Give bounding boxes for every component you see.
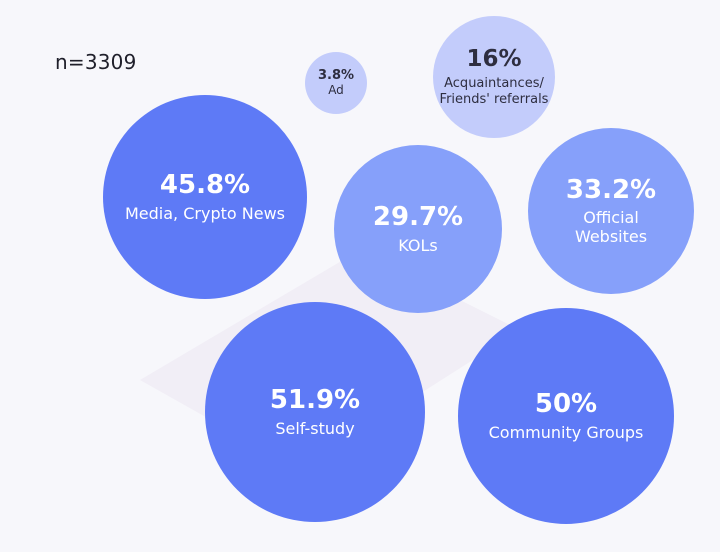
bubble-value: 16% (466, 45, 522, 72)
bubble-label: Community Groups (488, 422, 644, 442)
bubble-value: 29.7% (372, 202, 464, 233)
bubble-label: Self-study (275, 418, 355, 438)
bubble-value: 51.9% (269, 385, 361, 416)
bubble-ad: 3.8% Ad (305, 52, 367, 114)
bubble-official-websites: 33.2% Official Websites (528, 128, 694, 294)
bubble-label: KOLs (398, 235, 438, 255)
bubble-label-line-1: Official (583, 208, 639, 228)
bubble-community-groups: 50% Community Groups (458, 308, 674, 524)
bubble-self-study: 51.9% Self-study (205, 302, 425, 522)
bubble-label-line-2: Websites (574, 227, 648, 247)
sample-size-label: n=3309 (55, 50, 137, 74)
bubble-kols: 29.7% KOLs (334, 145, 502, 313)
bubble-value: 3.8% (317, 67, 355, 83)
bubble-value: 33.2% (565, 174, 657, 205)
bubble-label-line-1: Acquaintances/ (444, 76, 544, 92)
bubble-value: 50% (534, 389, 598, 420)
bubble-value: 45.8% (159, 170, 251, 201)
bubble-referrals: 16% Acquaintances/ Friends' referrals (433, 16, 555, 138)
bubble-label-line-2: Friends' referrals (439, 91, 549, 107)
bubble-label: Ad (328, 82, 344, 97)
bubble-label: Media, Crypto News (125, 203, 285, 223)
bubble-media-crypto-news: 45.8% Media, Crypto News (103, 95, 307, 299)
